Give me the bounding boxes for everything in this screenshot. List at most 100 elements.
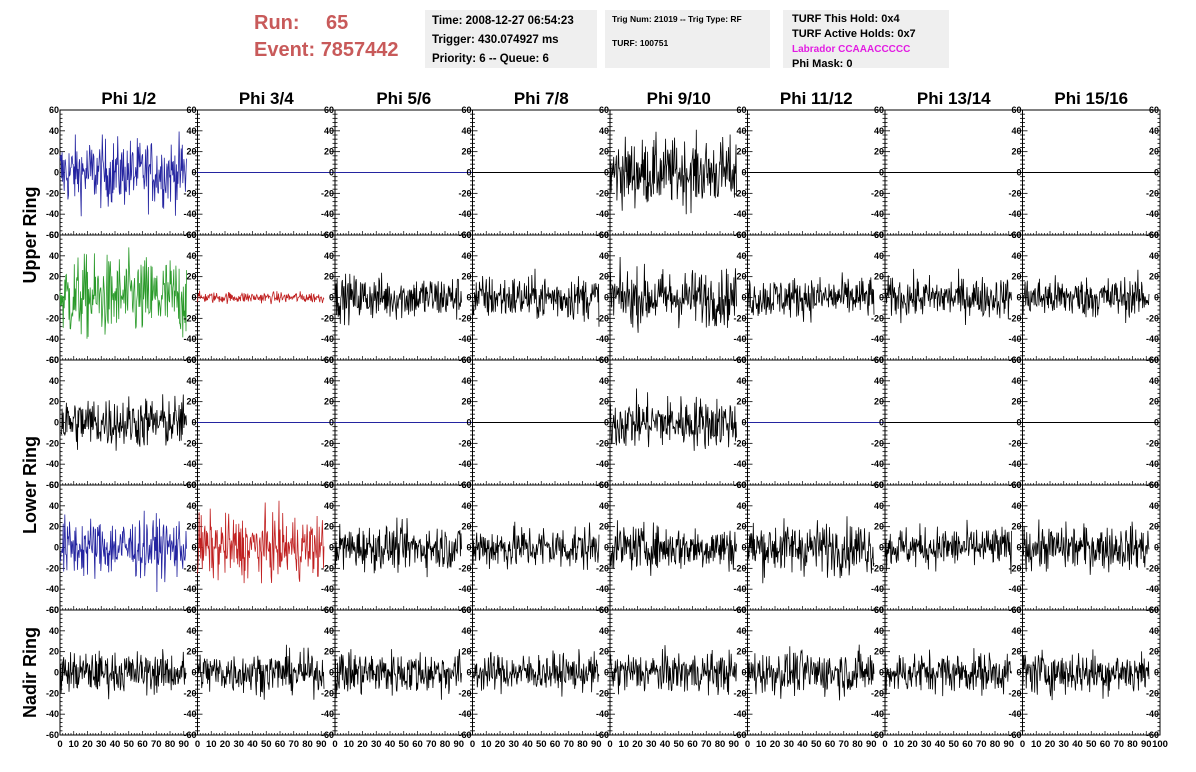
y-tick-label: 20 (874, 272, 884, 282)
y-tick-label: -20 (321, 563, 334, 573)
x-tick-label: 0 (332, 739, 337, 750)
y-tick-label: 20 (599, 522, 609, 532)
column-header-7: Phi 13/14 (917, 89, 991, 108)
y-tick-label: 0 (329, 418, 334, 428)
y-tick-label: 40 (874, 126, 884, 136)
y-tick-label: 60 (49, 105, 59, 115)
y-tick-label: 60 (736, 605, 746, 615)
y-tick-label: 40 (1011, 251, 1021, 261)
y-tick-label-right: -20 (1146, 688, 1159, 698)
event-label: Event: (254, 39, 316, 61)
y-tick-label: -40 (46, 209, 59, 219)
x-tick-label: 10 (206, 739, 217, 750)
y-tick-label: -40 (321, 209, 334, 219)
y-tick-label-right: 40 (1149, 251, 1159, 261)
y-tick-label: -40 (458, 709, 471, 719)
y-tick-label: 0 (741, 293, 746, 303)
x-tick-label: 90 (453, 739, 464, 750)
x-tick-label: 0 (745, 739, 750, 750)
y-tick-label: -20 (871, 688, 884, 698)
x-tick-label: 0 (195, 739, 200, 750)
x-tick-label: 50 (123, 739, 134, 750)
y-tick-label: 0 (329, 168, 334, 178)
y-tick-label: 60 (599, 355, 609, 365)
y-tick-label: 0 (1016, 293, 1021, 303)
run-event-info: Run: 65 Event: 7857442 (254, 10, 399, 64)
y-tick-label: 0 (879, 543, 884, 553)
y-tick-label: 20 (599, 147, 609, 157)
waveform-r4-c1 (59, 510, 187, 593)
y-tick-label: 0 (191, 418, 196, 428)
y-tick-label: 20 (49, 147, 59, 157)
x-tick-label: 40 (660, 739, 671, 750)
event-value: 7857442 (320, 39, 399, 61)
y-tick-label: 60 (49, 480, 59, 490)
y-tick-label: 40 (599, 376, 609, 386)
y-tick-label: 40 (186, 251, 196, 261)
turf-text: TURF: 100751 (612, 38, 669, 48)
y-tick-label: 60 (874, 105, 884, 115)
y-tick-label: 60 (461, 230, 471, 240)
y-tick-label: -40 (183, 709, 196, 719)
y-tick-label: 60 (736, 230, 746, 240)
waveform-r4-c4 (472, 521, 600, 570)
y-tick-label: 60 (874, 480, 884, 490)
x-tick-label: 30 (508, 739, 519, 750)
y-tick-label: 20 (736, 522, 746, 532)
y-tick-label: -60 (871, 730, 884, 740)
waveform-r1-c5 (609, 129, 737, 215)
run-value: 65 (326, 12, 349, 34)
y-tick-label: -40 (458, 459, 471, 469)
y-tick-label: 20 (324, 147, 334, 157)
y-tick-label-right: -20 (1146, 438, 1159, 448)
y-tick-label: -60 (46, 605, 59, 615)
turf-info-box: TURF This Hold: 0x4 TURF Active Holds: 0… (783, 10, 949, 70)
y-tick-label: -40 (733, 459, 746, 469)
y-tick-label: 40 (874, 501, 884, 511)
y-tick-label-right: -40 (1146, 709, 1159, 719)
x-tick-label: 40 (522, 739, 533, 750)
x-tick-label: 60 (687, 739, 698, 750)
y-tick-label: 40 (1011, 126, 1021, 136)
y-tick-label: 60 (49, 230, 59, 240)
y-tick-label: 0 (1016, 668, 1021, 678)
y-tick-label: -40 (321, 459, 334, 469)
y-tick-label: 40 (324, 626, 334, 636)
x-tick-label: 10 (343, 739, 354, 750)
y-tick-label: 0 (191, 543, 196, 553)
y-tick-label: 0 (466, 418, 471, 428)
y-tick-label: 0 (329, 293, 334, 303)
waveform-r5-c6 (747, 644, 875, 701)
y-tick-label: 40 (324, 126, 334, 136)
x-tick-label: 50 (811, 739, 822, 750)
y-tick-label: 60 (599, 605, 609, 615)
x-tick-label: 20 (770, 739, 781, 750)
y-tick-label: 40 (49, 501, 59, 511)
y-tick-label: 20 (461, 522, 471, 532)
y-tick-label: 60 (1011, 105, 1021, 115)
y-tick-label: -40 (1008, 209, 1021, 219)
y-tick-label: -40 (1008, 584, 1021, 594)
y-tick-label: 60 (599, 230, 609, 240)
y-tick-label: -40 (733, 209, 746, 219)
y-tick-label: -20 (1008, 313, 1021, 323)
waveform-r5-c4 (472, 649, 600, 697)
x-tick-label: 90 (591, 739, 602, 750)
y-tick-label: -20 (1008, 438, 1021, 448)
labrador-text: Labrador CCAAACCCCC (792, 44, 911, 55)
y-tick-label: -40 (733, 334, 746, 344)
y-tick-label-right: 20 (1149, 522, 1159, 532)
waveform-r5-c7 (884, 648, 1012, 697)
y-tick-label: 40 (461, 126, 471, 136)
y-tick-label: 20 (186, 272, 196, 282)
y-tick-label: 0 (329, 543, 334, 553)
y-tick-label: 20 (599, 647, 609, 657)
y-tick-label: 20 (599, 272, 609, 282)
y-tick-label: 20 (324, 647, 334, 657)
y-tick-label: 0 (466, 543, 471, 553)
y-tick-label: 40 (736, 126, 746, 136)
x-tick-label: 20 (82, 739, 93, 750)
y-tick-label: 60 (461, 105, 471, 115)
y-tick-label: 60 (186, 605, 196, 615)
